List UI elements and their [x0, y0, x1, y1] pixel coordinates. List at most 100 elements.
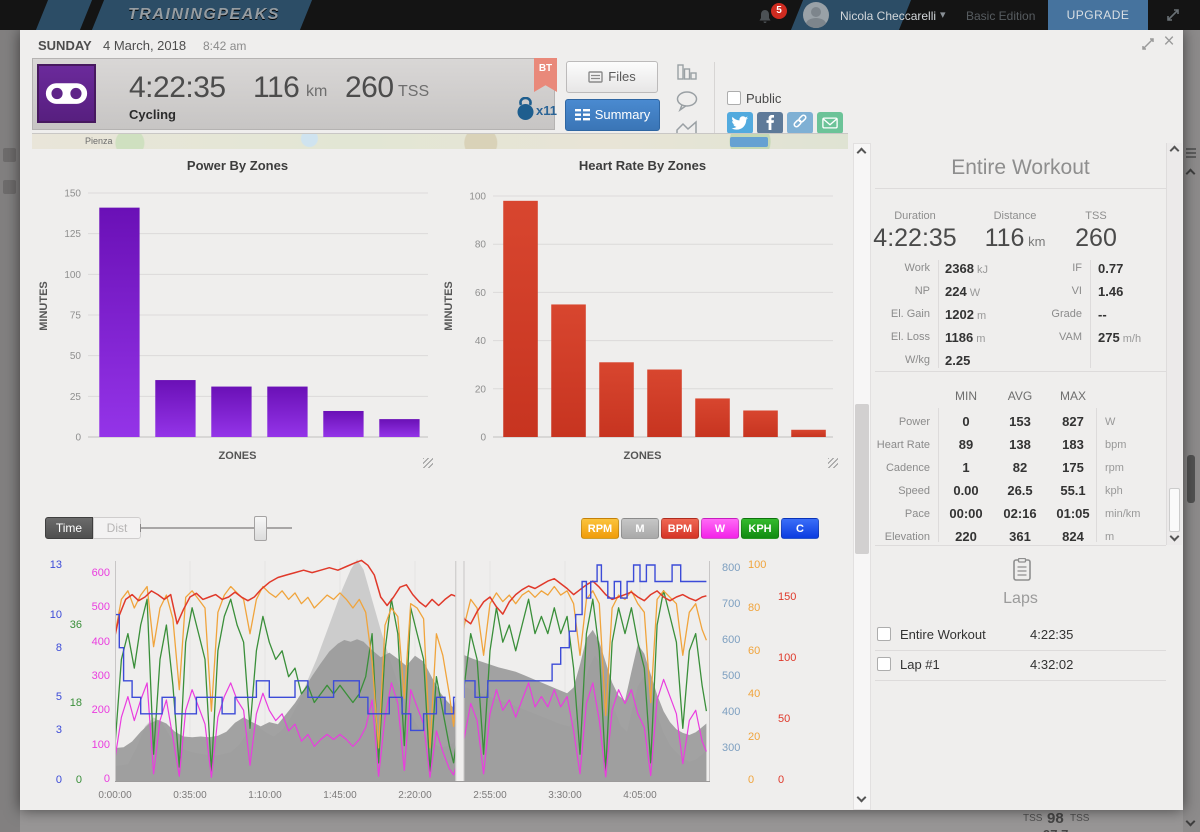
svg-text:125: 125 — [64, 229, 81, 240]
page-scrollbar-thumb[interactable] — [1187, 455, 1195, 503]
power-zones-plot[interactable]: 0 25 50 75 100 125 150 — [35, 178, 440, 446]
elevation-m-tick: 500 — [722, 670, 741, 682]
share-twitter-button[interactable] — [727, 112, 753, 134]
legend-toggle-kph[interactable]: KPH — [741, 518, 779, 539]
x-axis-label: ZONES — [623, 450, 662, 462]
page-scrollbar[interactable] — [1183, 30, 1200, 832]
notification-badge[interactable]: 5 — [771, 3, 787, 19]
minmax-value: 1 — [962, 460, 970, 475]
email-icon — [822, 117, 838, 129]
lap-checkbox[interactable] — [877, 657, 891, 671]
lap-label[interactable]: Lap #1 — [900, 657, 940, 672]
time-tick: 3:30:00 — [548, 790, 582, 801]
lap-label[interactable]: Entire Workout — [900, 627, 986, 642]
temperature-c-tick: 13 — [49, 559, 62, 571]
minmax-value: 153 — [1009, 414, 1031, 429]
chevron-down-icon[interactable]: ▾ — [940, 9, 946, 21]
stat-label: El. Gain — [890, 308, 930, 320]
time-toggle[interactable]: Time — [45, 517, 93, 539]
legend-toggle-m[interactable]: M — [621, 518, 659, 539]
underlying-tss-value: 98 — [1047, 810, 1064, 827]
zoom-slider-handle[interactable] — [254, 516, 267, 541]
zoom-slider-track[interactable] — [140, 524, 292, 532]
temperature-c-tick: 5 — [55, 691, 62, 704]
route-map-strip[interactable]: Pienza — [32, 133, 848, 149]
user-menu[interactable]: Nicola Checcarelli — [840, 9, 937, 23]
resize-handle-icon[interactable] — [828, 458, 838, 468]
power-w-tick: 600 — [91, 567, 110, 579]
share-link-button[interactable] — [787, 112, 813, 134]
twitter-icon — [731, 116, 748, 130]
comments-icon[interactable] — [672, 90, 702, 112]
elevation-m-tick: 700 — [722, 598, 741, 610]
stat-value: 1186 m — [945, 330, 986, 345]
elevation-m-tick: 400 — [722, 706, 741, 718]
scroll-up-icon[interactable] — [1185, 168, 1196, 179]
resize-modal-icon[interactable] — [1140, 36, 1156, 52]
svg-text:150: 150 — [64, 189, 81, 200]
cadence-rpm-tick: 20 — [748, 731, 761, 743]
workout-day: SUNDAY — [38, 38, 92, 53]
workout-banner: 4:22:35 116 km 260 TSS Cycling BT x11 — [32, 58, 557, 130]
timeseries-chart[interactable]: 13 10 8 5 3 0 36 18 0 600 500 400 300 200 100 0 800 700 60… — [20, 550, 870, 808]
files-button[interactable]: Files — [566, 61, 658, 93]
stat-label: Work — [904, 262, 930, 274]
scroll-up-icon[interactable] — [1169, 145, 1180, 156]
svg-text:40: 40 — [475, 336, 487, 347]
heart-rate-by-zones-chart[interactable]: Heart Rate By Zones MINUTES 0 20 40 60 80 100… — [440, 150, 845, 482]
modal-scrollbar-thumb[interactable] — [855, 404, 869, 554]
trainingpeaks-logo[interactable]: TRAININGPEAKS — [128, 6, 280, 23]
public-checkbox[interactable] — [727, 91, 741, 105]
sport-name: Cycling — [129, 107, 176, 122]
scroll-up-icon[interactable] — [856, 147, 867, 158]
right-panel-scrollbar[interactable] — [1166, 143, 1182, 545]
notifications-bell-icon[interactable] — [757, 9, 773, 25]
summary-label: Summary — [594, 107, 651, 122]
summary-value-duration: 4:22:35 — [873, 224, 957, 252]
svg-text:0: 0 — [75, 433, 81, 444]
facebook-icon — [766, 115, 774, 130]
bar-chart-view-icon[interactable] — [672, 62, 702, 82]
legend-toggle-w[interactable]: W — [701, 518, 739, 539]
share-facebook-button[interactable] — [757, 112, 783, 134]
map-control[interactable] — [730, 137, 768, 147]
minmax-header-min: MIN — [955, 389, 977, 403]
resize-handle-icon[interactable] — [423, 458, 433, 468]
chart-title: Heart Rate By Zones — [578, 158, 707, 173]
temperature-c-tick: 10 — [49, 608, 62, 621]
legend-toggle-c[interactable]: C — [781, 518, 819, 539]
svg-text:60: 60 — [475, 288, 487, 299]
elevation-m-tick: 300 — [722, 742, 741, 754]
minmax-value: 01:05 — [1056, 506, 1090, 521]
hr-zones-plot[interactable]: 0 20 40 60 80 100 — [440, 178, 845, 446]
summary-button[interactable]: Summary — [565, 99, 660, 131]
avatar[interactable] — [803, 2, 829, 28]
dist-toggle[interactable]: Dist — [93, 517, 141, 539]
best-time-ribbon[interactable]: BT — [534, 58, 557, 92]
minmax-label: Speed — [898, 485, 930, 497]
scroll-down-icon[interactable] — [1169, 531, 1180, 542]
share-email-button[interactable] — [817, 112, 843, 134]
upgrade-button[interactable]: UPGRADE — [1048, 0, 1148, 30]
divider — [875, 650, 1166, 651]
summary-value-distance: 116 km — [984, 224, 1046, 252]
legend-toggle-bpm[interactable]: BPM — [661, 518, 699, 539]
lap-checkbox[interactable] — [877, 627, 891, 641]
timeseries-plot[interactable] — [115, 553, 710, 785]
minmax-header-avg: AVG — [1007, 389, 1033, 403]
heart-rate-bpm-tick: 0 — [778, 774, 785, 786]
close-icon[interactable]: × — [1163, 31, 1175, 52]
distance-unit: km — [306, 83, 328, 100]
legend-toggle-rpm[interactable]: RPM — [581, 518, 619, 539]
modal-scrollbar[interactable] — [853, 143, 871, 810]
speed-kph-tick: 36 — [69, 619, 82, 631]
scroll-down-icon[interactable] — [856, 792, 867, 803]
svg-text:75: 75 — [70, 311, 82, 322]
stat-label: NP — [914, 285, 930, 297]
right-panel-scrollbar-thumb[interactable] — [1169, 488, 1180, 532]
dimmed-sidebar — [0, 30, 20, 832]
summary-label-tss: TSS — [1085, 210, 1107, 222]
power-by-zones-chart[interactable]: Power By Zones MINUTES 0 25 50 75 100 125 150 … — [35, 150, 440, 482]
scroll-down-icon[interactable] — [1185, 816, 1196, 827]
expand-icon[interactable] — [1166, 8, 1180, 22]
